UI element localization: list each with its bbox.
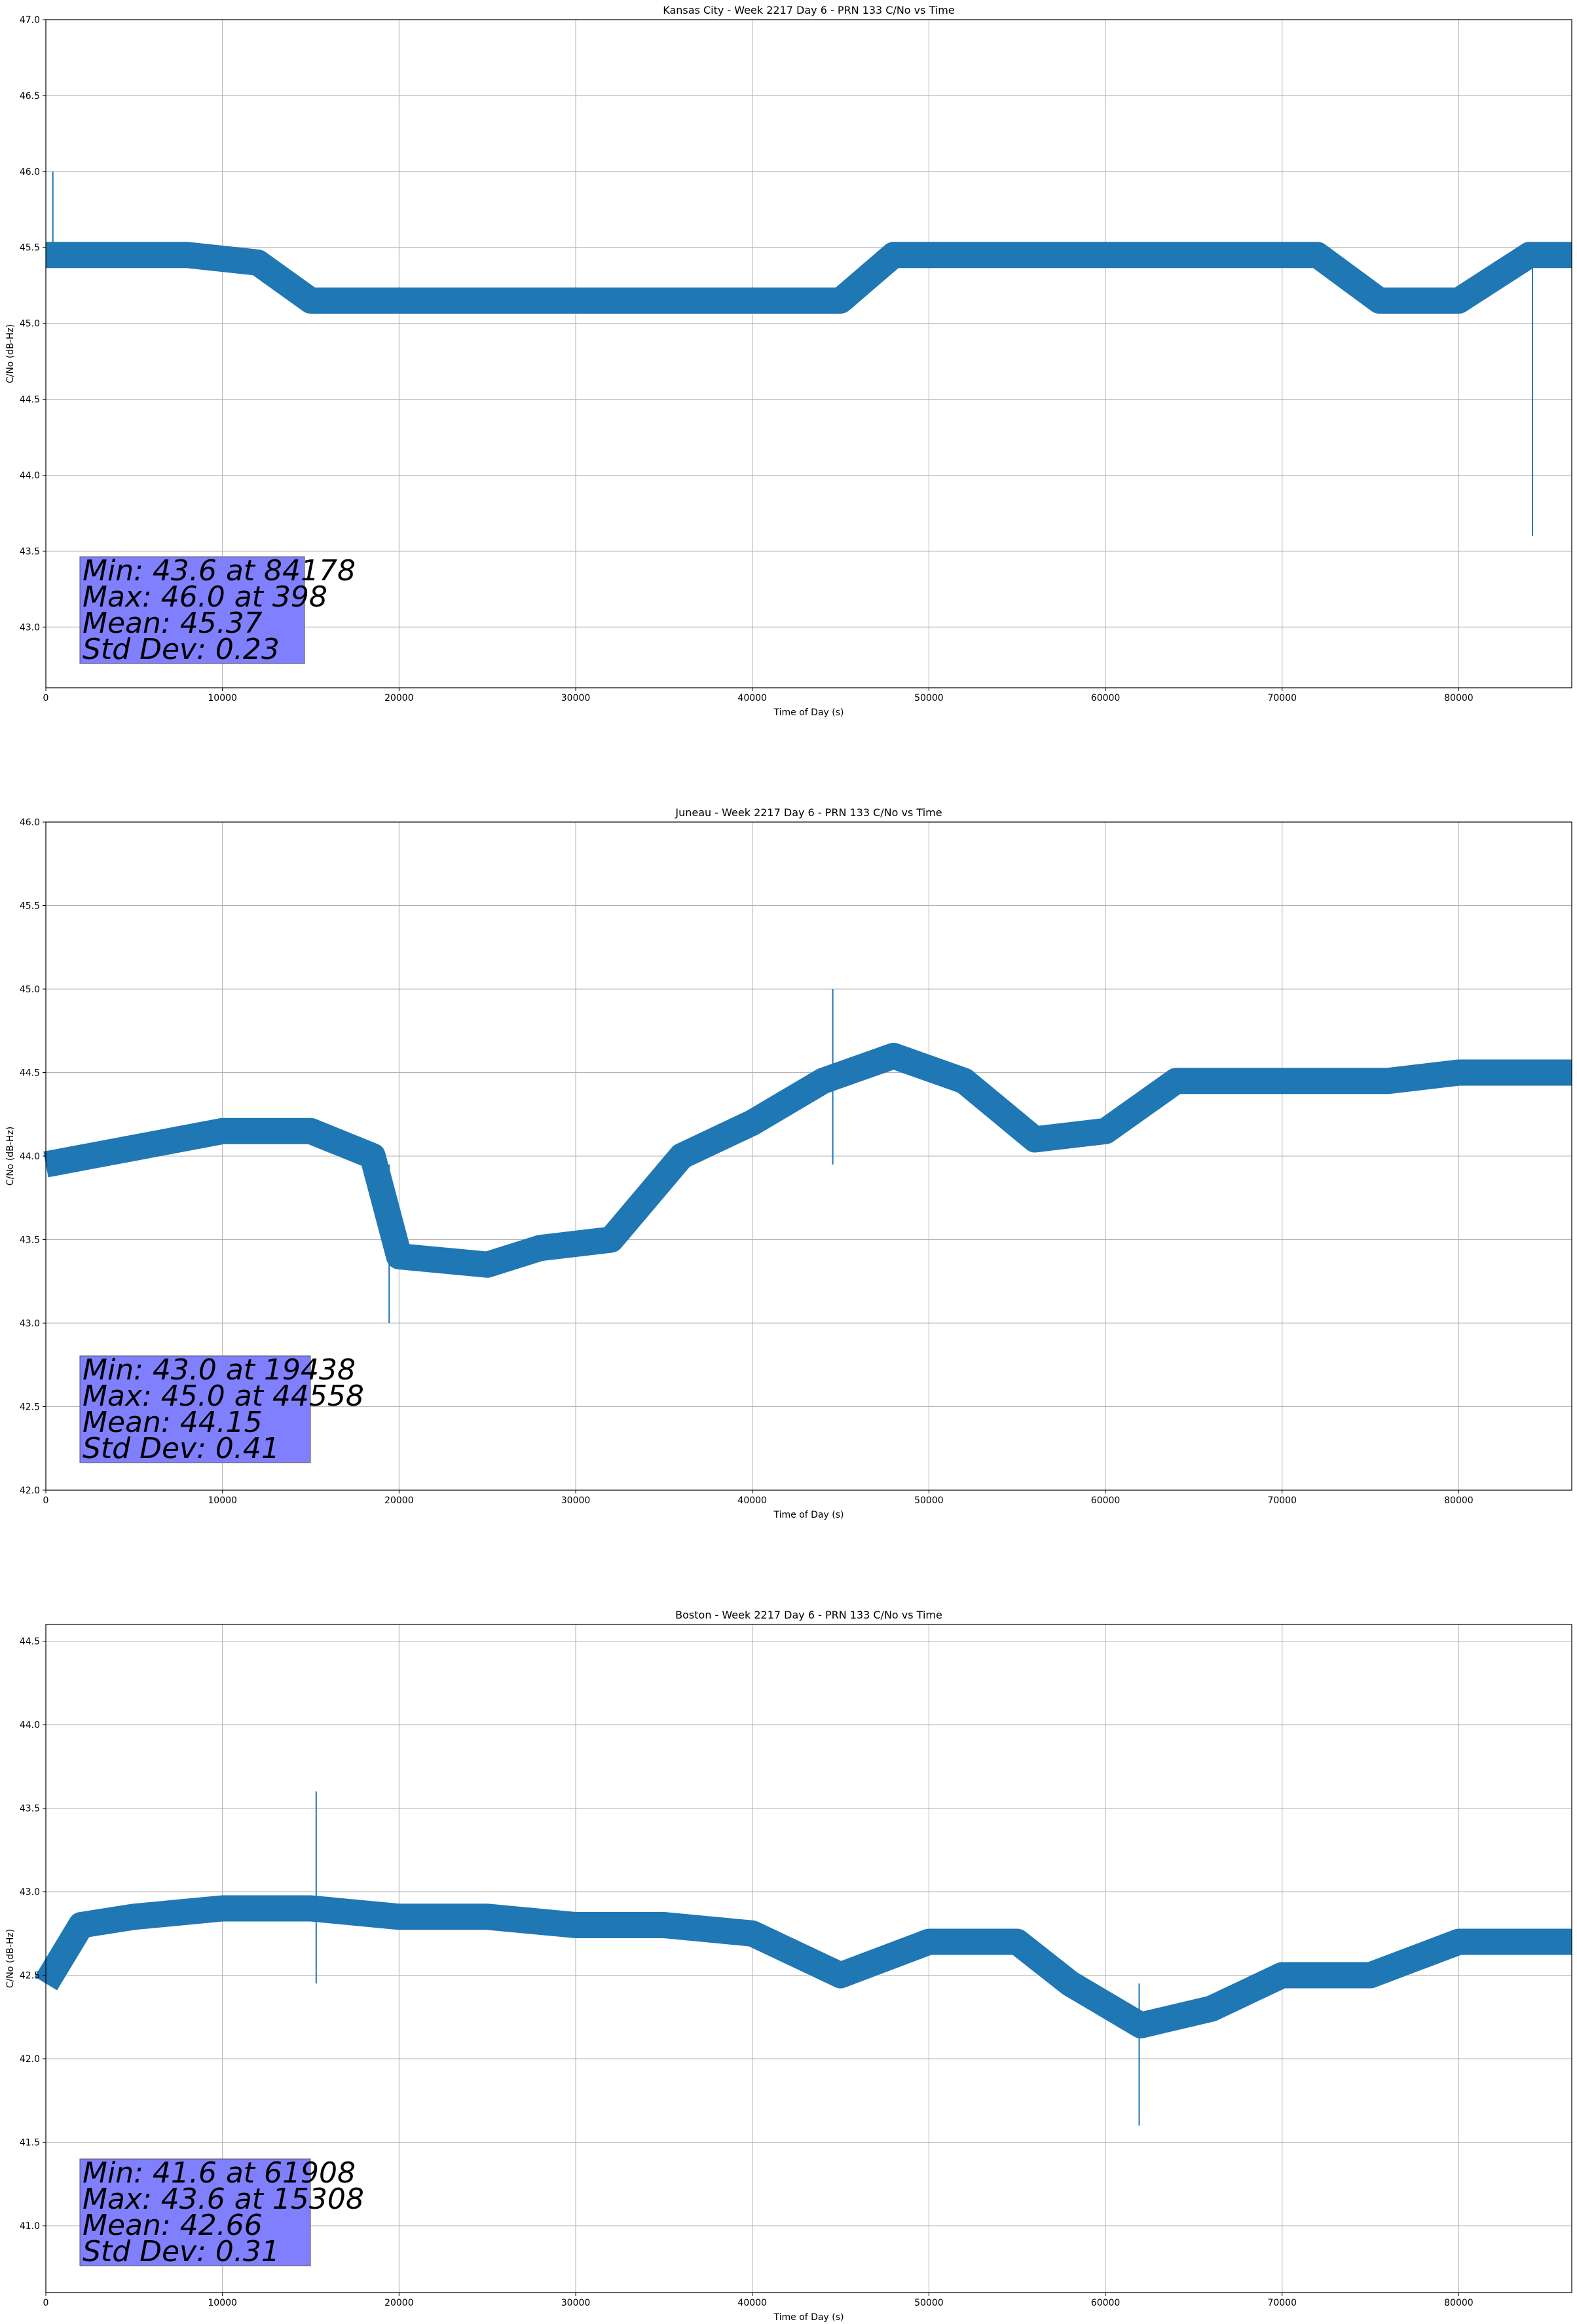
- tick-layer: 0 10000 20000 30000 40000 50000 60000 70000 8000…: [20, 817, 1474, 1506]
- stat-mean: Mean: 45.37: [83, 607, 263, 640]
- x-tick-label: 40000: [737, 693, 767, 703]
- x-tick-label: 70000: [1267, 693, 1297, 703]
- y-tick-label: 44.5: [20, 1637, 40, 1647]
- tick-layer: 0 10000 20000 30000 40000 50000 60000 70000 8000…: [20, 15, 1474, 703]
- x-axis-label: Time of Day (s): [773, 707, 844, 718]
- stats-box: [79, 1355, 311, 1463]
- x-axis-label: Time of Day (s): [773, 1510, 844, 1520]
- y-tick-label: 42.5: [20, 1402, 40, 1413]
- x-tick-label: 20000: [384, 1495, 414, 1506]
- x-tick-label: 20000: [384, 693, 414, 703]
- y-tick-label: 43.5: [20, 546, 40, 557]
- x-tick-label: 40000: [737, 1495, 767, 1506]
- y-tick-label: 45.5: [20, 243, 40, 253]
- x-axis-label: Time of Day (s): [773, 2312, 844, 2323]
- subplot-kansas-city: Kansas City - Week 2217 Day 6 - PRN 133 …: [5, 4, 1572, 718]
- plot-frame: [45, 19, 1572, 688]
- x-tick-label: 80000: [1444, 693, 1474, 703]
- series-line: [43, 1043, 1572, 1278]
- chart-title: Boston - Week 2217 Day 6 - PRN 133 C/No …: [675, 1609, 942, 1621]
- x-tick-label: 10000: [208, 1495, 237, 1506]
- stat-mean: Mean: 44.15: [83, 1406, 263, 1439]
- stat-mean: Mean: 42.66: [83, 2209, 263, 2242]
- series-line: [34, 1895, 1572, 2038]
- subplot-juneau: Juneau - Week 2217 Day 6 - PRN 133 C/No …: [5, 806, 1572, 1520]
- x-tick-label: 10000: [208, 2298, 237, 2308]
- y-axis-label: C/No (dB-Hz): [5, 324, 16, 383]
- stat-std: Std Dev: 0.41: [83, 1432, 280, 1465]
- stat-max: Max: 45.0 at 44558: [83, 1379, 364, 1413]
- x-tick-label: 50000: [914, 1495, 944, 1506]
- y-tick-label: 42.5: [20, 1971, 40, 1981]
- x-tick-label: 70000: [1267, 1495, 1297, 1506]
- y-tick-label: 44.0: [20, 1720, 40, 1731]
- x-tick-label: 60000: [1091, 1495, 1121, 1506]
- y-tick-label: 43.0: [20, 1887, 40, 1898]
- x-tick-label: 70000: [1267, 2298, 1297, 2308]
- x-tick-label: 10000: [208, 693, 237, 703]
- x-tick-label: 30000: [561, 693, 591, 703]
- y-tick-label: 47.0: [20, 15, 40, 26]
- x-tick-label: 30000: [561, 2298, 591, 2308]
- stat-std: Std Dev: 0.23: [83, 633, 280, 666]
- y-tick-label: 45.0: [20, 319, 40, 329]
- y-tick-label: 41.0: [20, 2221, 40, 2232]
- series-line: [46, 242, 1572, 314]
- y-tick-label: 43.0: [20, 1319, 40, 1329]
- series-layer: [43, 989, 1572, 1323]
- y-axis-label: C/No (dB-Hz): [5, 1929, 16, 1988]
- stat-max: Max: 46.0 at 398: [83, 580, 327, 614]
- x-tick-label: 50000: [914, 693, 944, 703]
- y-tick-label: 44.0: [20, 1152, 40, 1162]
- stat-max: Max: 43.6 at 15308: [83, 2183, 364, 2216]
- y-tick-label: 46.0: [20, 167, 40, 178]
- stat-min: Min: 43.6 at 84178: [83, 554, 356, 588]
- subplot-boston: Boston - Week 2217 Day 6 - PRN 133 C/No …: [5, 1609, 1572, 2323]
- y-tick-label: 43.5: [20, 1235, 40, 1246]
- stat-min: Min: 43.0 at 19438: [83, 1353, 356, 1387]
- x-tick-label: 0: [43, 2298, 49, 2308]
- y-tick-label: 43.5: [20, 1804, 40, 1814]
- y-tick-label: 44.5: [20, 1068, 40, 1079]
- chart-title: Juneau - Week 2217 Day 6 - PRN 133 C/No …: [675, 806, 942, 819]
- x-tick-label: 80000: [1444, 1495, 1474, 1506]
- x-tick-label: 60000: [1091, 693, 1121, 703]
- y-tick-label: 42.0: [20, 1486, 40, 1496]
- x-tick-label: 20000: [384, 2298, 414, 2308]
- tick-layer: 0 10000 20000 30000 40000 50000 60000 70000 8000…: [20, 1637, 1474, 2309]
- y-tick-label: 44.5: [20, 395, 40, 405]
- x-tick-label: 0: [43, 693, 49, 703]
- series-layer: [34, 1791, 1572, 2126]
- y-tick-label: 45.5: [20, 901, 40, 912]
- y-tick-label: 46.5: [20, 91, 40, 102]
- y-tick-label: 43.0: [20, 622, 40, 633]
- x-tick-label: 80000: [1444, 2298, 1474, 2308]
- stat-std: Std Dev: 0.31: [83, 2235, 280, 2268]
- y-tick-label: 41.5: [20, 2138, 40, 2148]
- x-tick-label: 50000: [914, 2298, 944, 2308]
- y-tick-label: 45.0: [20, 984, 40, 995]
- chart-title: Kansas City - Week 2217 Day 6 - PRN 133 …: [663, 4, 954, 16]
- y-tick-label: 42.0: [20, 2054, 40, 2065]
- y-tick-label: 44.0: [20, 470, 40, 481]
- x-tick-label: 60000: [1091, 2298, 1121, 2308]
- x-tick-label: 0: [43, 1495, 49, 1506]
- x-tick-label: 30000: [561, 1495, 591, 1506]
- series-layer: [46, 171, 1572, 536]
- plot-frame: [45, 1624, 1572, 2293]
- stats-box: [79, 2158, 311, 2266]
- y-tick-label: 46.0: [20, 817, 40, 828]
- x-tick-label: 40000: [737, 2298, 767, 2308]
- stats-box: [79, 556, 305, 664]
- stat-min: Min: 41.6 at 61908: [83, 2156, 356, 2190]
- y-axis-label: C/No (dB-Hz): [5, 1127, 16, 1186]
